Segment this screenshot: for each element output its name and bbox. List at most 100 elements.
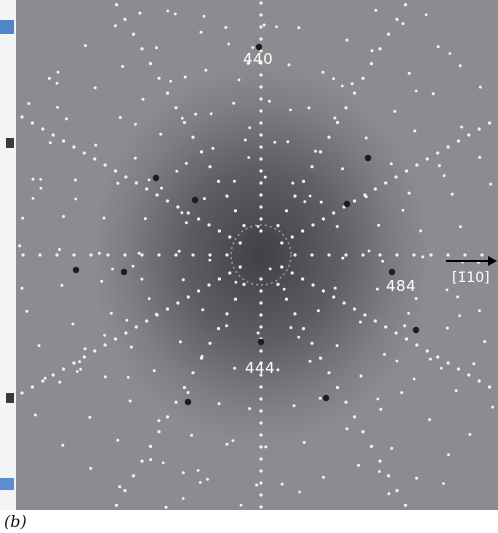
diffraction-spot — [157, 430, 161, 434]
strong-reflection — [257, 338, 265, 346]
diffraction-spot — [259, 229, 263, 233]
diffraction-spot — [302, 441, 306, 444]
diffraction-spot — [38, 253, 42, 257]
diffraction-spot — [89, 253, 93, 257]
diffraction-spot — [169, 79, 173, 83]
diffraction-spot — [404, 337, 409, 341]
diffraction-spot — [148, 62, 153, 66]
diffraction-spot — [384, 181, 388, 185]
window-tab — [0, 20, 14, 34]
central-disk — [230, 224, 292, 286]
diffraction-spot — [217, 402, 221, 406]
diffraction-spot — [424, 13, 428, 17]
diffraction-spot — [103, 343, 107, 347]
diffraction-spot — [467, 133, 471, 137]
diffraction-spot — [62, 215, 65, 218]
diffraction-spot — [488, 385, 492, 389]
strong-reflection — [72, 266, 80, 274]
diffraction-spot — [414, 297, 418, 300]
diffraction-spot — [259, 481, 263, 485]
diffraction-spot — [446, 145, 450, 149]
diffraction-spot — [225, 324, 229, 328]
diffraction-spot — [310, 253, 314, 257]
diffraction-spot — [415, 476, 419, 480]
caption-bar — [0, 510, 498, 533]
diffraction-spot — [259, 85, 263, 89]
window-tab — [0, 478, 14, 490]
diffraction-spot — [387, 492, 391, 496]
diffraction-spot — [403, 503, 408, 507]
panel-label: (b) — [4, 512, 27, 531]
diffraction-spot — [174, 400, 178, 404]
diffraction-spot — [93, 349, 97, 353]
diffraction-spot — [393, 109, 397, 113]
diffraction-spot — [369, 62, 374, 66]
diffraction-spot — [165, 415, 170, 419]
diffraction-spot — [259, 469, 263, 473]
diffraction-spot — [333, 116, 337, 120]
diffraction-spot — [145, 187, 149, 191]
reflection-label-440: 440 — [243, 50, 274, 68]
diffraction-spot — [248, 407, 252, 411]
diffraction-spot — [174, 253, 178, 257]
left-window-strip — [0, 0, 17, 510]
diffraction-spot — [358, 320, 362, 324]
diffraction-spot — [191, 253, 195, 257]
diffraction-spot — [489, 182, 493, 186]
diffraction-spot — [403, 324, 407, 328]
diffraction-spot — [103, 163, 107, 167]
diffraction-spot — [259, 73, 263, 77]
strong-reflection — [184, 398, 192, 406]
diffraction-spot — [182, 385, 187, 390]
diffraction-spot — [248, 126, 252, 130]
diffraction-spot — [228, 235, 232, 239]
diffraction-spot — [327, 135, 331, 139]
diffraction-spot — [31, 197, 35, 200]
diffraction-spot — [184, 221, 188, 225]
diffraction-spot — [394, 331, 398, 335]
diffraction-spot — [140, 253, 144, 257]
diffraction-spot — [428, 418, 432, 422]
diffraction-spot — [198, 481, 202, 484]
diffraction-spot — [100, 279, 104, 283]
diffraction-spot — [456, 367, 461, 371]
diffraction-spot — [191, 135, 195, 139]
diffraction-spot — [60, 283, 64, 287]
diffraction-spot — [259, 301, 263, 305]
diffraction-spot — [128, 399, 132, 403]
diffraction-spot — [259, 385, 263, 389]
diffraction-spot — [83, 347, 87, 351]
diffraction-spot — [160, 186, 163, 190]
diffraction-spot — [166, 9, 170, 13]
strong-reflection — [388, 268, 396, 276]
diffraction-spot — [141, 97, 145, 101]
diffraction-spot — [284, 209, 289, 213]
diffraction-spot — [48, 141, 52, 145]
diffraction-spot — [413, 129, 417, 133]
diffraction-spot — [335, 344, 339, 348]
diffraction-spot — [415, 163, 419, 167]
diffraction-spot — [217, 229, 221, 233]
diffraction-spot — [154, 312, 158, 316]
diffraction-spot — [259, 409, 263, 413]
diffraction-spot — [51, 133, 55, 137]
diffraction-spot — [259, 121, 263, 125]
diffraction-spot — [436, 45, 440, 49]
diffraction-spot — [74, 197, 78, 201]
diffraction-spot — [404, 169, 409, 173]
diffraction-spot — [232, 101, 236, 105]
diffraction-spot — [83, 44, 87, 48]
diffraction-spot — [194, 112, 198, 116]
diffraction-spot — [207, 223, 211, 227]
diffraction-spot — [389, 162, 393, 166]
diffraction-spot — [173, 12, 177, 16]
strong-reflection — [255, 43, 263, 51]
diffraction-spot — [20, 115, 24, 119]
diffraction-spot — [344, 253, 348, 257]
diffraction-spot — [259, 349, 263, 353]
diffraction-spot — [165, 307, 170, 311]
diffraction-spot — [200, 355, 204, 358]
diffraction-spot — [298, 490, 301, 494]
diffraction-spot — [352, 199, 357, 203]
diffraction-spot — [395, 253, 399, 257]
